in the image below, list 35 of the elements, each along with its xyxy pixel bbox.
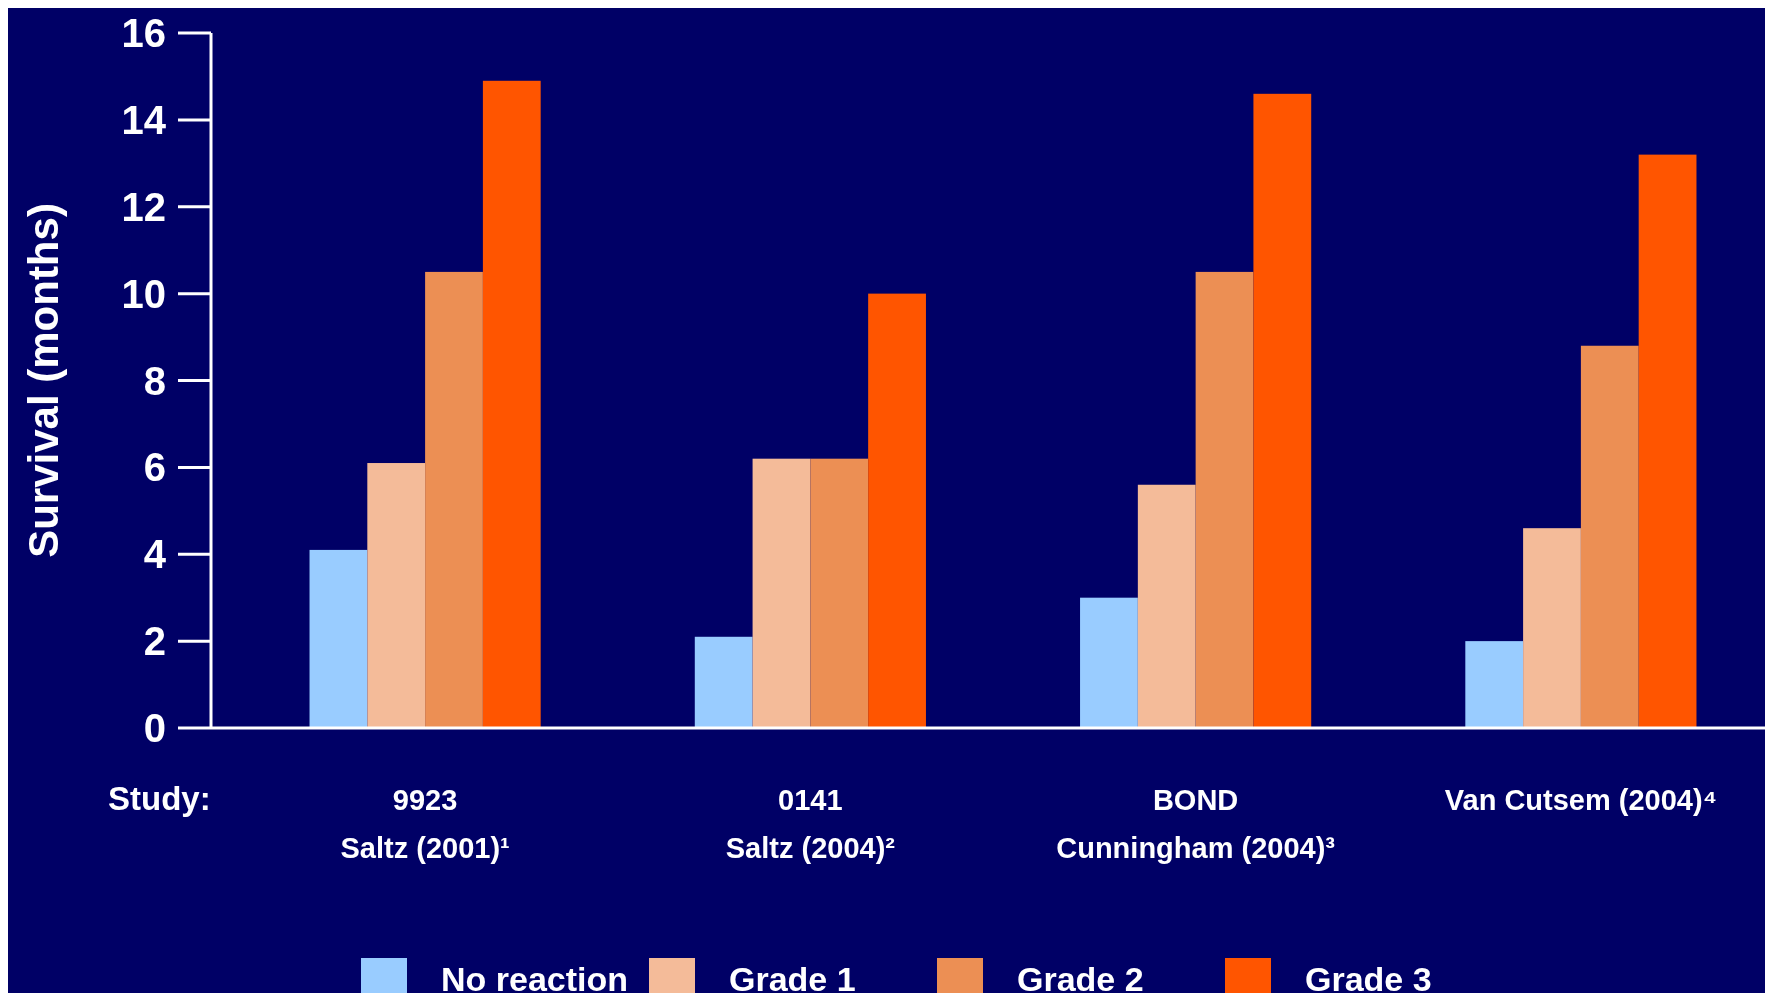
legend-label: Grade 3 <box>1305 960 1432 993</box>
bar <box>425 271 483 728</box>
bar <box>367 463 426 728</box>
bar <box>1253 93 1312 728</box>
x-tick-label: Van Cutsem (2004)⁴ <box>1444 784 1718 816</box>
legend-label: Grade 1 <box>729 960 856 993</box>
bar <box>1580 345 1639 728</box>
y-tick-label: 14 <box>121 97 167 142</box>
y-tick-label: 0 <box>143 706 166 750</box>
x-tick-label: BOND Cunningham (2004)³ <box>1056 784 1336 864</box>
y-tick-label: 16 <box>121 11 166 55</box>
y-tick-label: 10 <box>121 271 166 316</box>
legend-label: No reaction <box>441 960 629 993</box>
x-axis-title: Study: <box>108 780 211 817</box>
bar <box>694 636 753 728</box>
y-tick-label: 8 <box>143 358 166 403</box>
bar <box>810 458 869 728</box>
y-tick-label: 6 <box>143 445 166 490</box>
bar <box>1465 641 1524 728</box>
bar <box>309 549 368 728</box>
bar <box>1195 271 1254 728</box>
legend-label: Grade 2 <box>1017 960 1144 993</box>
bar <box>1638 154 1697 728</box>
bar <box>752 458 811 728</box>
y-axis-title: Survival (months) <box>20 203 67 558</box>
y-tick-label: 4 <box>143 532 167 577</box>
bar <box>482 80 541 728</box>
x-tick-label: 9923 Saltz (2001)¹ <box>340 784 510 864</box>
y-tick-label: 2 <box>143 619 166 664</box>
bar <box>1523 528 1581 728</box>
x-tick-label: 0141 Saltz (2004)² <box>725 784 896 864</box>
bar <box>1080 597 1138 728</box>
bar <box>1137 484 1196 728</box>
y-tick-label: 12 <box>121 184 166 229</box>
bar <box>868 293 926 728</box>
